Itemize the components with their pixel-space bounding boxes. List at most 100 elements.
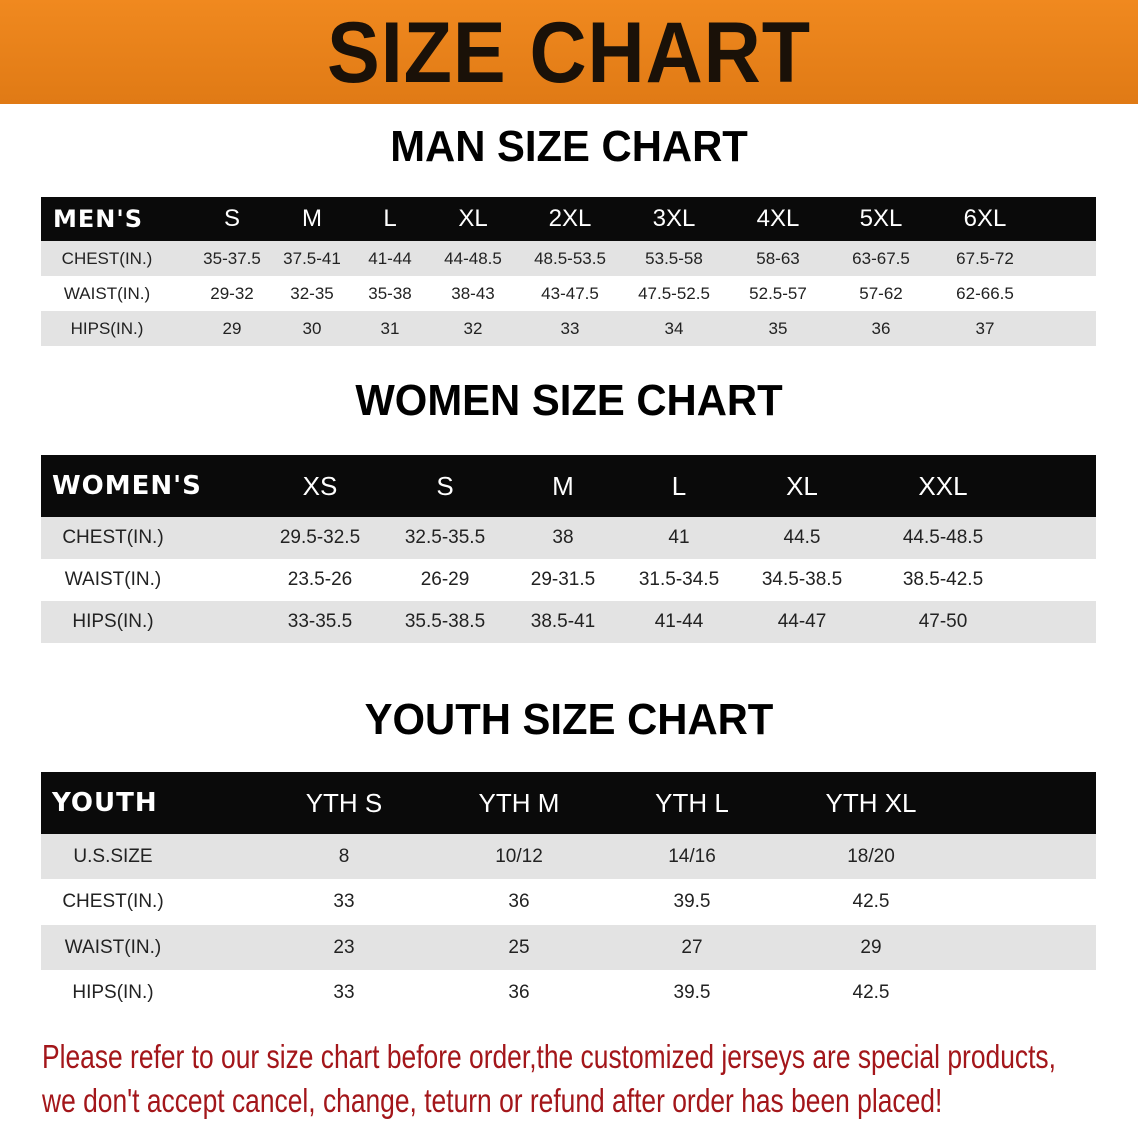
measurement-value: 38: [552, 527, 574, 548]
size-column-header: M: [552, 470, 574, 501]
size-column-header: S: [436, 470, 454, 501]
measurement-value: 39.5: [673, 981, 711, 1003]
measurement-value: 44-48.5: [444, 248, 502, 268]
measurement-label: CHEST(IN.): [62, 891, 164, 912]
table-row: CHEST(IN.) 35-37.5 37.5-41 41-44 44-48.5 48.5…: [41, 241, 1096, 276]
measurement-value: 8: [338, 845, 350, 867]
measurement-value: 36: [871, 318, 891, 338]
measurement-value: 63-67.5: [852, 248, 910, 268]
measurement-value: 38-43: [451, 283, 495, 303]
measurement-value: 31.5-34.5: [638, 569, 720, 590]
measurement-value: 10/12: [495, 845, 543, 867]
measurement-value: 33: [560, 318, 580, 338]
size-column-header: XL: [458, 205, 488, 232]
size-column-header: YTH S: [305, 787, 383, 818]
youth-section-title: YOUTH SIZE CHART: [364, 695, 774, 744]
size-column-header: XL: [786, 470, 818, 501]
measurement-value: 32-35: [290, 283, 334, 303]
table-row: HIPS(IN.) 29 30 31 32 33 34 35 36 37: [41, 311, 1096, 346]
size-column-header: XS: [302, 470, 338, 501]
measurement-value: 53.5-58: [645, 248, 703, 268]
measurement-value: 32: [463, 318, 483, 338]
measurement-value: 33: [333, 981, 355, 1003]
size-column-header: YTH XL: [825, 787, 917, 818]
table-row: WAIST(IN.) 23 25 27 29: [41, 925, 1096, 970]
measurement-value: 44-47: [777, 611, 827, 632]
disclaimer-line-2: we don't accept cancel, change, teturn o…: [42, 1082, 943, 1119]
measurement-label: WAIST(IN.): [63, 283, 151, 303]
measurement-value: 23: [333, 936, 355, 958]
measurement-value: 29.5-32.5: [279, 527, 361, 548]
measurement-value: 29-32: [210, 283, 254, 303]
table-row: HIPS(IN.) 33 36 39.5 42.5: [41, 970, 1096, 1015]
measurement-value: 41: [668, 527, 690, 548]
measurement-value: 14/16: [668, 845, 716, 867]
table-row: WAIST(IN.) 29-32 32-35 35-38 38-43 43-47.5 47.…: [41, 276, 1096, 311]
measurement-value: 38.5-42.5: [902, 569, 984, 590]
men-section-title: MAN SIZE CHART: [390, 122, 748, 171]
measurement-value: 18/20: [847, 845, 895, 867]
table-row: HIPS(IN.) 33-35.5 35.5-38.5 38.5-41 41-44 44-…: [41, 601, 1096, 643]
disclaimer-line-1: Please refer to our size chart before or…: [42, 1038, 1056, 1075]
measurement-value: 43-47.5: [541, 283, 599, 303]
measurement-value: 41-44: [654, 611, 704, 632]
page-title: SIZE CHART: [327, 5, 811, 101]
measurement-label: WAIST(IN.): [64, 936, 162, 958]
measurement-value: 27: [681, 936, 703, 958]
size-column-header: XXL: [918, 470, 968, 501]
measurement-value: 48.5-53.5: [534, 248, 606, 268]
measurement-value: 57-62: [859, 283, 903, 303]
measurement-value: 37.5-41: [283, 248, 341, 268]
measurement-value: 29-31.5: [530, 569, 596, 590]
table-header-label: WOMEN'S: [52, 471, 202, 501]
measurement-value: 47.5-52.5: [638, 283, 710, 303]
measurement-value: 34: [664, 318, 684, 338]
measurement-value: 41-44: [368, 248, 412, 268]
measurement-value: 33-35.5: [287, 611, 353, 632]
measurement-value: 47-50: [918, 611, 968, 632]
measurement-label: WAIST(IN.): [64, 569, 162, 590]
measurement-value: 23.5-26: [287, 569, 353, 590]
measurement-value: 34.5-38.5: [761, 569, 843, 590]
measurement-label: HIPS(IN.): [70, 318, 144, 338]
measurement-value: 31: [380, 318, 400, 338]
measurement-value: 25: [508, 936, 530, 958]
measurement-label: CHEST(IN.): [62, 527, 164, 548]
measurement-value: 36: [508, 891, 530, 912]
measurement-label: U.S.SIZE: [73, 845, 153, 867]
measurement-value: 44.5: [783, 527, 821, 548]
measurement-value: 36: [508, 981, 530, 1003]
size-column-header: 6XL: [963, 205, 1007, 232]
measurement-value: 29: [222, 318, 242, 338]
table-row: WAIST(IN.) 23.5-26 26-29 29-31.5 31.5-34.5 34…: [41, 559, 1096, 601]
women-section-title: WOMEN SIZE CHART: [355, 376, 783, 425]
measurement-value: 44.5-48.5: [902, 527, 984, 548]
size-column-header: S: [223, 205, 241, 232]
size-column-header: 3XL: [652, 205, 696, 232]
measurement-value: 32.5-35.5: [404, 527, 486, 548]
measurement-value: 35-38: [368, 283, 412, 303]
table-header-row: MEN'S S M L XL 2XL 3XL 4XL 5XL 6XL: [41, 197, 1096, 241]
size-column-header: L: [383, 205, 397, 232]
measurement-value: 33: [333, 891, 355, 912]
table-row: CHEST(IN.) 29.5-32.5 32.5-35.5 38 41 44.5 44.5…: [41, 517, 1096, 559]
measurement-value: 62-66.5: [956, 283, 1014, 303]
measurement-value: 37: [975, 318, 995, 338]
measurement-value: 30: [302, 318, 322, 338]
measurement-value: 42.5: [852, 891, 890, 912]
size-column-header: YTH L: [655, 787, 729, 818]
table-row: U.S.SIZE 8 10/12 14/16 18/20: [41, 834, 1096, 879]
size-column-header: L: [671, 470, 687, 501]
size-column-header: M: [302, 205, 322, 232]
size-column-header: 4XL: [756, 205, 800, 232]
table-header-row: WOMEN'S XS S M L XL XXL: [41, 455, 1096, 517]
size-column-header: 5XL: [859, 205, 903, 232]
size-column-header: 2XL: [548, 205, 592, 232]
table-row: CHEST(IN.) 33 36 39.5 42.5: [41, 879, 1096, 925]
table-header-row: YOUTH YTH S YTH M YTH L YTH XL: [41, 772, 1096, 834]
size-column-header: YTH M: [478, 787, 560, 818]
table-header-label: MEN'S: [53, 205, 143, 233]
measurement-value: 26-29: [420, 569, 470, 590]
measurement-label: HIPS(IN.): [72, 611, 154, 632]
measurement-value: 29: [860, 936, 882, 958]
